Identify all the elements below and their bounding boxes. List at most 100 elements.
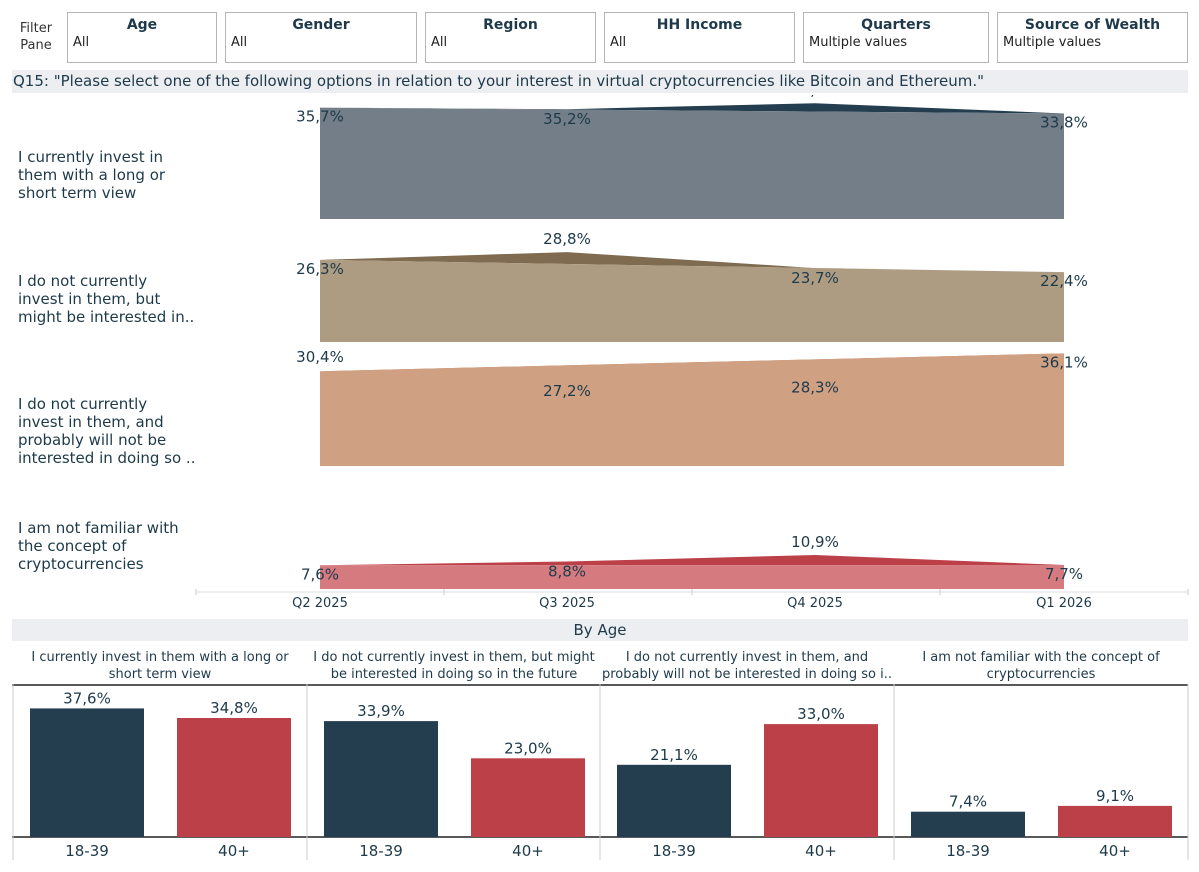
age-category-label: 18-39 xyxy=(65,842,109,860)
age-bar-label: 23,0% xyxy=(504,739,552,757)
area-fill-not-interested xyxy=(320,353,1064,466)
filter-gender[interactable]: Gender All xyxy=(225,12,417,63)
filter-region[interactable]: Region All xyxy=(425,12,596,63)
filter-age-value[interactable]: All xyxy=(73,35,90,50)
x-tick-label: Q4 2025 xyxy=(787,596,843,611)
area-line-might-be-interested xyxy=(320,252,1064,273)
age-bar-not-familiar-40+ xyxy=(1058,805,1172,837)
x-tick-label: Q1 2026 xyxy=(1036,596,1092,611)
filter-hh-income-value[interactable]: All xyxy=(610,35,627,50)
age-bar-label: 33,0% xyxy=(797,705,845,723)
age-category-label: 40+ xyxy=(1099,842,1131,860)
by-age-title: By Age xyxy=(12,619,1188,641)
data-label-not-familiar: 7,7% xyxy=(1045,565,1083,583)
data-label-not-familiar: 7,6% xyxy=(301,565,339,583)
filter-quarters[interactable]: Quarters Multiple values xyxy=(803,12,989,63)
filter-age-name: Age xyxy=(126,17,158,33)
row-label-not-interested: I do not currently invest in them, and p… xyxy=(18,395,203,467)
data-label-invest: 35,7% xyxy=(296,108,344,126)
age-bar-label: 33,9% xyxy=(357,702,405,720)
age-bar-invest-18-39 xyxy=(30,708,144,837)
filter-pane-label: Filter Pane xyxy=(12,20,60,54)
area-line-not-familiar xyxy=(320,555,1064,566)
row-label-line: I currently invest in xyxy=(18,148,164,166)
filter-pane-label-line1: Filter xyxy=(19,21,53,36)
age-category-label: 18-39 xyxy=(946,842,990,860)
age-panel-header-line: be interested in doing so in the future xyxy=(330,667,578,682)
age-bar-label: 21,1% xyxy=(650,746,698,764)
age-bar-label: 37,6% xyxy=(63,689,111,707)
filter-gender-name: Gender xyxy=(292,17,350,33)
age-panel-header-line: cryptocurrencies xyxy=(986,667,1096,682)
age-panel-header-invest: I currently invest in them with a long o… xyxy=(14,649,306,685)
age-bar-label: 7,4% xyxy=(949,793,987,811)
filter-region-value[interactable]: All xyxy=(431,35,448,50)
age-panel-header-line: I am not familiar with the concept of xyxy=(922,650,1160,665)
filter-hh-income[interactable]: HH Income All xyxy=(604,12,795,63)
row-label-line: I do not currently xyxy=(18,395,148,413)
age-bar-not-familiar-18-39 xyxy=(911,811,1025,837)
area-line-invest xyxy=(320,103,1064,114)
question-title: Q15: "Please select one of the following… xyxy=(12,70,1188,93)
age-bar-not-interested-18-39 xyxy=(617,764,731,837)
row-label-line: cryptocurrencies xyxy=(18,555,144,573)
filter-pane-label-line2: Pane xyxy=(20,38,52,53)
row-label-line: might be interested in.. xyxy=(18,308,195,326)
age-category-label: 40+ xyxy=(512,842,544,860)
row-label-line: invest in them, and xyxy=(18,413,164,431)
row-label-might-be-interested: I do not currently invest in them, but m… xyxy=(18,272,203,326)
row-label-line: interested in doing so .. xyxy=(18,449,196,467)
filter-quarters-name: Quarters xyxy=(861,17,931,33)
row-label-line: I am not familiar with xyxy=(18,519,179,537)
data-label-invest: 35,2% xyxy=(543,110,591,128)
x-tick-label: Q2 2025 xyxy=(292,596,348,611)
data-label-might-be-interested: 23,7% xyxy=(791,269,839,287)
data-label-invest: 37,1% xyxy=(791,95,839,99)
filter-hh-income-name: HH Income xyxy=(656,17,743,33)
row-label-line: probably will not be xyxy=(18,431,167,449)
filter-region-name: Region xyxy=(483,17,538,33)
age-category-label: 40+ xyxy=(805,842,837,860)
area-fill-invest xyxy=(320,107,1064,219)
data-label-not-interested: 36,1% xyxy=(1040,353,1088,371)
row-label-line: I do not currently xyxy=(18,272,148,290)
filter-source-of-wealth-value[interactable]: Multiple values xyxy=(1003,35,1102,50)
age-panel-header-line: I currently invest in them with a long o… xyxy=(31,650,289,665)
data-label-might-be-interested: 26,3% xyxy=(296,260,344,278)
row-label-line: short term view xyxy=(18,184,137,202)
age-panel-header-line: short term view xyxy=(108,667,212,682)
row-label-invest: I currently invest in them with a long o… xyxy=(18,148,203,202)
age-panel-header-line: I do not currently invest in them, but m… xyxy=(313,650,595,665)
row-label-not-familiar: I am not familiar with the concept of cr… xyxy=(18,519,203,573)
age-bar-invest-40+ xyxy=(177,718,291,837)
data-label-might-be-interested: 28,8% xyxy=(543,230,591,248)
age-category-label: 18-39 xyxy=(652,842,696,860)
age-bar-label: 34,8% xyxy=(210,699,258,717)
data-label-not-familiar: 8,8% xyxy=(548,563,586,581)
data-label-not-interested: 28,3% xyxy=(791,379,839,397)
row-label-line: them with a long or xyxy=(18,166,166,184)
data-label-might-be-interested: 22,4% xyxy=(1040,272,1088,290)
age-bar-might-be-interested-40+ xyxy=(471,758,585,837)
age-panel-header-line: I do not currently invest in them, and xyxy=(625,650,869,665)
filter-gender-value[interactable]: All xyxy=(231,35,248,50)
age-category-label: 18-39 xyxy=(359,842,403,860)
data-label-not-interested: 30,4% xyxy=(296,348,344,366)
age-bar-not-interested-40+ xyxy=(764,724,878,837)
data-label-not-familiar: 10,9% xyxy=(791,533,839,551)
by-age-bar-chart: 37,6% 18-39 34,8% 40+ 33,9% 18-39 23,0% 40+ 21,1… xyxy=(12,684,1189,860)
row-label-line: invest in them, but xyxy=(18,290,161,308)
filter-source-of-wealth[interactable]: Source of Wealth Multiple values xyxy=(997,12,1188,63)
age-bar-might-be-interested-18-39 xyxy=(324,721,438,837)
data-label-invest: 33,8% xyxy=(1040,114,1088,132)
row-label-line: the concept of xyxy=(18,537,127,555)
age-panel-header-not-interested: I do not currently invest in them, and p… xyxy=(601,649,893,685)
filter-age[interactable]: Age All xyxy=(67,12,217,63)
age-panel-header-not-familiar: I am not familiar with the concept of cr… xyxy=(895,649,1187,685)
age-panel-header-might-be-interested: I do not currently invest in them, but m… xyxy=(308,649,600,685)
area-fill-might-be-interested xyxy=(320,259,1064,342)
area-fill-not-familiar xyxy=(320,565,1064,589)
data-label-not-interested: 27,2% xyxy=(543,382,591,400)
x-tick-label: Q3 2025 xyxy=(539,596,595,611)
filter-quarters-value[interactable]: Multiple values xyxy=(809,35,908,50)
